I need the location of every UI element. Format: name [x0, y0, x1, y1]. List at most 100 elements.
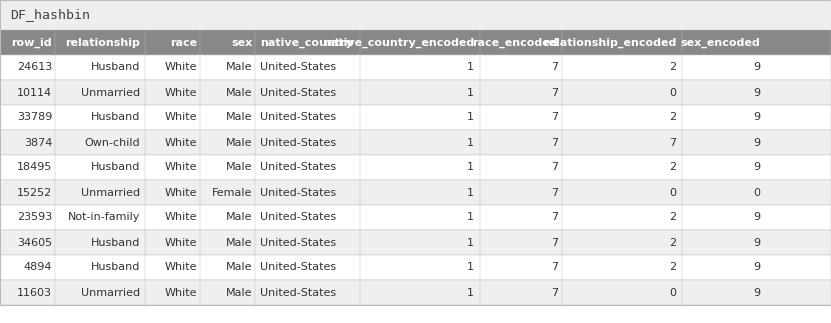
- Bar: [0, 105, 831, 130]
- Text: Unmarried: Unmarried: [81, 287, 140, 297]
- Text: 2: 2: [669, 237, 676, 247]
- Bar: [0, 30, 831, 55]
- Text: Husband: Husband: [91, 162, 140, 172]
- Text: Male: Male: [226, 112, 253, 122]
- Text: Female: Female: [212, 187, 253, 197]
- Text: Husband: Husband: [91, 237, 140, 247]
- Text: 7: 7: [551, 138, 558, 148]
- Text: 2: 2: [669, 62, 676, 72]
- Text: 2: 2: [669, 112, 676, 122]
- Text: DF_hashbin: DF_hashbin: [10, 8, 90, 22]
- Text: native_country: native_country: [260, 37, 353, 47]
- Text: Male: Male: [226, 162, 253, 172]
- Text: 9: 9: [753, 112, 760, 122]
- Text: 1: 1: [467, 287, 474, 297]
- Text: 1: 1: [467, 213, 474, 223]
- Text: 2: 2: [669, 162, 676, 172]
- Text: 0: 0: [669, 287, 676, 297]
- Text: 1: 1: [467, 162, 474, 172]
- Text: United-States: United-States: [260, 187, 337, 197]
- Text: United-States: United-States: [260, 213, 337, 223]
- Text: White: White: [165, 62, 197, 72]
- Text: Husband: Husband: [91, 62, 140, 72]
- Text: 11603: 11603: [17, 287, 52, 297]
- Text: White: White: [165, 162, 197, 172]
- Text: 1: 1: [467, 62, 474, 72]
- Text: 0: 0: [753, 187, 760, 197]
- Text: United-States: United-States: [260, 112, 337, 122]
- Text: 1: 1: [467, 138, 474, 148]
- Text: White: White: [165, 187, 197, 197]
- Bar: [0, 280, 831, 305]
- Text: 7: 7: [669, 138, 676, 148]
- Text: White: White: [165, 263, 197, 273]
- Text: 0: 0: [669, 187, 676, 197]
- Text: United-States: United-States: [260, 263, 337, 273]
- Bar: [0, 180, 831, 205]
- Bar: [0, 255, 831, 280]
- Text: 7: 7: [551, 88, 558, 98]
- Text: Male: Male: [226, 138, 253, 148]
- Text: White: White: [165, 88, 197, 98]
- Text: United-States: United-States: [260, 88, 337, 98]
- Text: 9: 9: [753, 88, 760, 98]
- Text: 24613: 24613: [17, 62, 52, 72]
- Bar: [0, 230, 831, 255]
- Text: 9: 9: [753, 62, 760, 72]
- Text: native_country_encoded: native_country_encoded: [322, 37, 474, 47]
- Text: Male: Male: [226, 62, 253, 72]
- Bar: [0, 55, 831, 80]
- Text: 7: 7: [551, 213, 558, 223]
- Text: 4894: 4894: [24, 263, 52, 273]
- Bar: [0, 80, 831, 105]
- Text: White: White: [165, 138, 197, 148]
- Text: Unmarried: Unmarried: [81, 88, 140, 98]
- Text: 18495: 18495: [17, 162, 52, 172]
- Text: White: White: [165, 112, 197, 122]
- Text: 1: 1: [467, 112, 474, 122]
- Text: 23593: 23593: [17, 213, 52, 223]
- Text: Own-child: Own-child: [85, 138, 140, 148]
- Text: 1: 1: [467, 187, 474, 197]
- Text: 1: 1: [467, 263, 474, 273]
- Text: 7: 7: [551, 263, 558, 273]
- Text: 7: 7: [551, 162, 558, 172]
- Text: 2: 2: [669, 263, 676, 273]
- Text: United-States: United-States: [260, 138, 337, 148]
- Text: White: White: [165, 213, 197, 223]
- Text: 15252: 15252: [17, 187, 52, 197]
- Text: 10114: 10114: [17, 88, 52, 98]
- Bar: [0, 130, 831, 155]
- Text: 7: 7: [551, 62, 558, 72]
- Text: 33789: 33789: [17, 112, 52, 122]
- Bar: [0, 155, 831, 180]
- Bar: [0, 205, 831, 230]
- Text: 34605: 34605: [17, 237, 52, 247]
- Text: United-States: United-States: [260, 62, 337, 72]
- Text: Male: Male: [226, 287, 253, 297]
- Text: Unmarried: Unmarried: [81, 187, 140, 197]
- Text: Male: Male: [226, 213, 253, 223]
- Bar: [0, 0, 831, 30]
- Text: United-States: United-States: [260, 287, 337, 297]
- Text: 0: 0: [669, 88, 676, 98]
- Text: Husband: Husband: [91, 112, 140, 122]
- Text: 1: 1: [467, 237, 474, 247]
- Text: United-States: United-States: [260, 162, 337, 172]
- Text: 3874: 3874: [24, 138, 52, 148]
- Text: 9: 9: [753, 138, 760, 148]
- Text: Male: Male: [226, 263, 253, 273]
- Text: United-States: United-States: [260, 237, 337, 247]
- Text: row_id: row_id: [12, 37, 52, 47]
- Text: sex: sex: [231, 37, 253, 47]
- Text: White: White: [165, 287, 197, 297]
- Text: 9: 9: [753, 287, 760, 297]
- Text: 7: 7: [551, 237, 558, 247]
- Text: 2: 2: [669, 213, 676, 223]
- Text: race: race: [170, 37, 197, 47]
- Text: 7: 7: [551, 187, 558, 197]
- Text: Husband: Husband: [91, 263, 140, 273]
- Text: 7: 7: [551, 112, 558, 122]
- Text: 1: 1: [467, 88, 474, 98]
- Text: Male: Male: [226, 88, 253, 98]
